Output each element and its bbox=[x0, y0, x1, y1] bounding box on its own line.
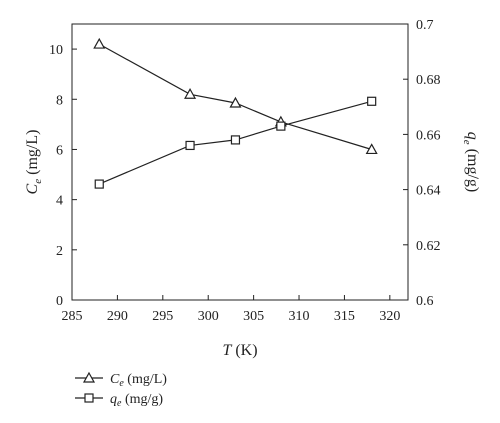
data-point-triangle bbox=[229, 96, 242, 108]
y-axis-left: 0 2 4 6 8 10 bbox=[49, 43, 77, 309]
data-point-square bbox=[367, 96, 377, 106]
x-tick-label: 305 bbox=[243, 309, 264, 324]
x-tick-label: 295 bbox=[152, 309, 173, 324]
data-point-square bbox=[185, 140, 195, 151]
legend-label-ce: Ce (mg/L) bbox=[110, 372, 167, 389]
legend-triangle-marker bbox=[82, 371, 96, 383]
x-tick-label: 290 bbox=[107, 309, 128, 324]
y-left-tick-label: 2 bbox=[56, 244, 63, 259]
y-right-tick-label: 0.62 bbox=[416, 239, 441, 254]
legend-entry-ce: Ce (mg/L) bbox=[75, 371, 167, 389]
y-right-tick-label: 0.68 bbox=[416, 73, 441, 88]
y-right-tick-label: 0.6 bbox=[416, 294, 434, 309]
x-tick-label: 300 bbox=[198, 309, 219, 324]
y-axis-right: 0.6 0.62 0.64 0.66 0.68 0.7 bbox=[403, 18, 441, 309]
series-line-ce bbox=[98, 43, 372, 151]
y-right-tick-label: 0.64 bbox=[416, 184, 441, 199]
data-point-square bbox=[94, 179, 104, 189]
data-point-square bbox=[230, 135, 241, 145]
legend-entry-qe: qe (mg/g) bbox=[75, 392, 163, 409]
legend-label-qe: qe (mg/g) bbox=[110, 392, 163, 409]
x-axis: 285 290 295 300 305 310 315 320 bbox=[62, 295, 400, 324]
plot-area-border bbox=[71, 23, 409, 301]
y-axis-right-title: qe (mg/g) bbox=[461, 132, 481, 192]
series-layer bbox=[93, 37, 378, 189]
plot-frame bbox=[71, 23, 409, 301]
x-tick-label: 315 bbox=[334, 309, 355, 324]
y-left-tick-label: 0 bbox=[56, 294, 63, 309]
legend-square-marker bbox=[84, 393, 94, 403]
data-point-triangle bbox=[365, 143, 378, 155]
data-point-square bbox=[276, 121, 286, 131]
x-tick-label: 285 bbox=[62, 309, 83, 324]
legend: Ce (mg/L) qe (mg/g) bbox=[75, 371, 167, 409]
x-tick-label: 320 bbox=[379, 309, 400, 324]
y-left-tick-label: 8 bbox=[56, 93, 63, 108]
y-axis-left-title: Ce (mg/L) bbox=[24, 130, 44, 195]
data-point-triangle bbox=[93, 37, 106, 49]
data-point-triangle bbox=[184, 88, 197, 99]
y-left-tick-label: 4 bbox=[56, 194, 63, 209]
x-axis-title: T (K) bbox=[222, 342, 257, 359]
y-left-tick-label: 10 bbox=[49, 43, 63, 58]
y-left-tick-label: 6 bbox=[56, 143, 63, 158]
y-right-tick-label: 0.7 bbox=[416, 18, 434, 33]
y-right-tick-label: 0.66 bbox=[416, 128, 441, 143]
x-tick-label: 310 bbox=[289, 309, 310, 324]
